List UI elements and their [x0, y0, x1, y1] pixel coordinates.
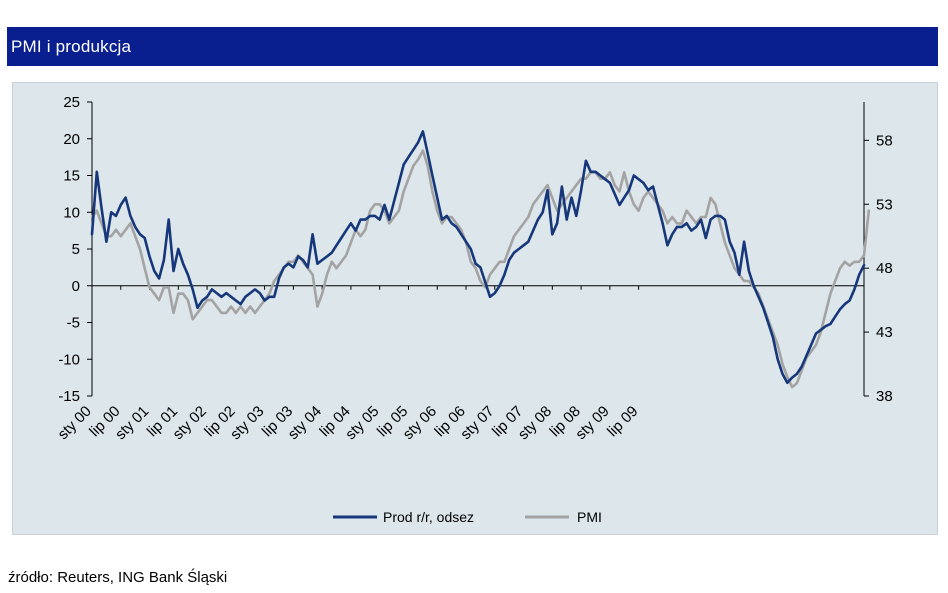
- y-left-tick-label: 10: [63, 204, 80, 221]
- legend-label-prod: Prod r/r, odsez: [383, 509, 474, 525]
- source-note: źródło: Reuters, ING Bank Śląski: [8, 569, 228, 586]
- x-tick-label: sty 03: [227, 403, 267, 443]
- x-tick-label: sty 06: [400, 403, 440, 443]
- y-left-tick-label: 5: [72, 241, 80, 258]
- x-tick-label: sty 09: [572, 403, 612, 443]
- x-tick-label: sty 00: [55, 403, 95, 443]
- y-right-tick-label: 43: [876, 324, 893, 341]
- y-right-tick-label: 48: [876, 260, 893, 277]
- y-left-tick-label: 25: [63, 94, 80, 111]
- series-line-prod: [90, 130, 866, 385]
- x-tick-label: sty 01: [112, 403, 152, 443]
- y-left-tick-label: 0: [72, 278, 80, 295]
- x-tick-label: sty 05: [342, 403, 382, 443]
- x-tick-label: sty 04: [285, 403, 325, 443]
- x-tick-label: sty 02: [170, 403, 210, 443]
- y-right-tick-label: 53: [876, 196, 893, 213]
- y-right-tick-label: 38: [876, 388, 893, 405]
- legend-label-pmi: PMI: [577, 509, 602, 525]
- y-left-tick-label: -15: [58, 388, 80, 405]
- y-left-tick-label: -10: [58, 351, 80, 368]
- y-left-tick-label: 15: [63, 168, 80, 185]
- chart-title: PMI i produkcja: [11, 36, 132, 56]
- y-left-tick-label: -5: [67, 315, 80, 332]
- chart-area: [12, 82, 938, 535]
- y-right-tick-label: 58: [876, 132, 893, 149]
- chart-title-bar: PMI i produkcja: [7, 27, 938, 66]
- x-tick-label: sty 07: [457, 403, 497, 443]
- y-left-tick-label: 20: [63, 131, 80, 148]
- x-tick-label: lip 09: [604, 403, 641, 440]
- x-tick-label: sty 08: [515, 403, 555, 443]
